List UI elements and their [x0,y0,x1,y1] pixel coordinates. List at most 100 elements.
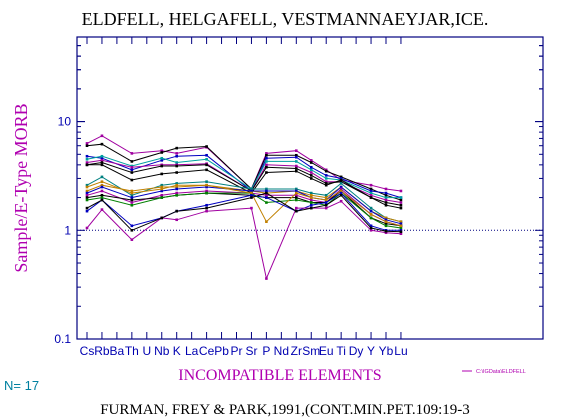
data-point [100,175,104,179]
data-point [399,230,403,234]
data-point [160,185,164,189]
data-point [100,208,104,211]
data-point [369,183,373,187]
data-point [265,277,268,280]
data-point [265,156,268,160]
data-point [250,187,253,191]
data-point [100,142,104,146]
x-tick-label: Yb [379,344,394,358]
data-point [295,187,298,191]
data-point [205,189,208,193]
data-point [265,220,268,223]
data-point [339,193,343,197]
data-point [205,185,208,189]
data-point [160,149,164,152]
data-point [265,187,268,191]
data-point [399,198,403,202]
data-point [205,191,208,195]
data-point [100,161,104,164]
data-point [85,157,89,161]
data-point [369,196,373,199]
data-point [265,153,268,157]
x-tick-label: Th [125,344,139,358]
data-point [85,185,89,189]
data-point [100,189,104,193]
data-point [265,201,268,204]
data-point [309,196,313,199]
data-point [339,175,343,179]
data-point [85,191,89,195]
data-point [384,198,388,202]
data-point [160,189,164,193]
data-point [85,193,89,197]
data-point [130,171,134,174]
data-point [175,154,178,158]
data-point [85,154,89,158]
series-line [86,200,401,281]
data-point [160,193,164,197]
data-point [130,189,134,193]
chart-title: ELDFELL, HELGAFELL, VESTMANNAEYJAR,ICE. [82,9,489,29]
data-point [205,153,208,157]
data-point [250,193,253,197]
data-point [175,171,178,174]
data-point [130,196,134,199]
data-point [399,220,403,223]
data-point [339,185,343,189]
data-point [130,238,134,241]
data-point [205,180,208,183]
data-point [324,196,328,199]
data-point [175,209,178,213]
data-point [384,229,388,233]
data-point [309,191,313,195]
data-point [85,142,89,145]
data-point [324,183,328,187]
data-point [324,180,328,183]
x-axis-label: INCOMPATIBLE ELEMENTS [178,367,381,384]
data-point [100,183,104,187]
data-point [309,206,313,210]
series-line [86,135,401,192]
data-point [100,198,104,202]
data-point [369,191,373,195]
data-point [250,196,253,199]
data-point [369,209,373,213]
x-tick-label: Sr [245,344,257,358]
data-point [324,177,328,180]
data-point [175,191,178,195]
data-point [130,191,134,195]
data-point [295,164,298,168]
data-point [130,193,134,197]
data-point [339,189,343,193]
data-point [85,209,89,213]
data-point [384,231,388,235]
data-point [85,183,89,187]
citation: FURMAN, FREY & PARK,1991,(CONT.MIN.PET.1… [100,402,470,418]
data-point [130,178,134,182]
data-point [160,151,164,154]
y-tick-label: 1 [64,223,71,237]
x-tick-label: Nb [154,344,170,358]
y-tick-label: 0.1 [54,332,71,346]
data-point [250,189,253,193]
data-point [130,168,134,172]
data-point [384,193,388,197]
data-point [205,157,208,161]
data-point [130,160,134,163]
legend: C:\IGData\ELDFELL [462,369,526,375]
data-point [100,185,104,189]
data-point [399,222,403,225]
data-point [100,134,104,138]
data-point [160,183,164,187]
y-tick-label: 10 [58,115,72,129]
data-point [205,183,208,187]
data-point [399,196,403,199]
data-point [100,159,104,162]
data-point [339,177,343,180]
data-point [130,198,134,202]
data-point [339,187,343,191]
data-point [339,180,343,183]
data-point [309,203,313,207]
data-point [130,224,134,228]
